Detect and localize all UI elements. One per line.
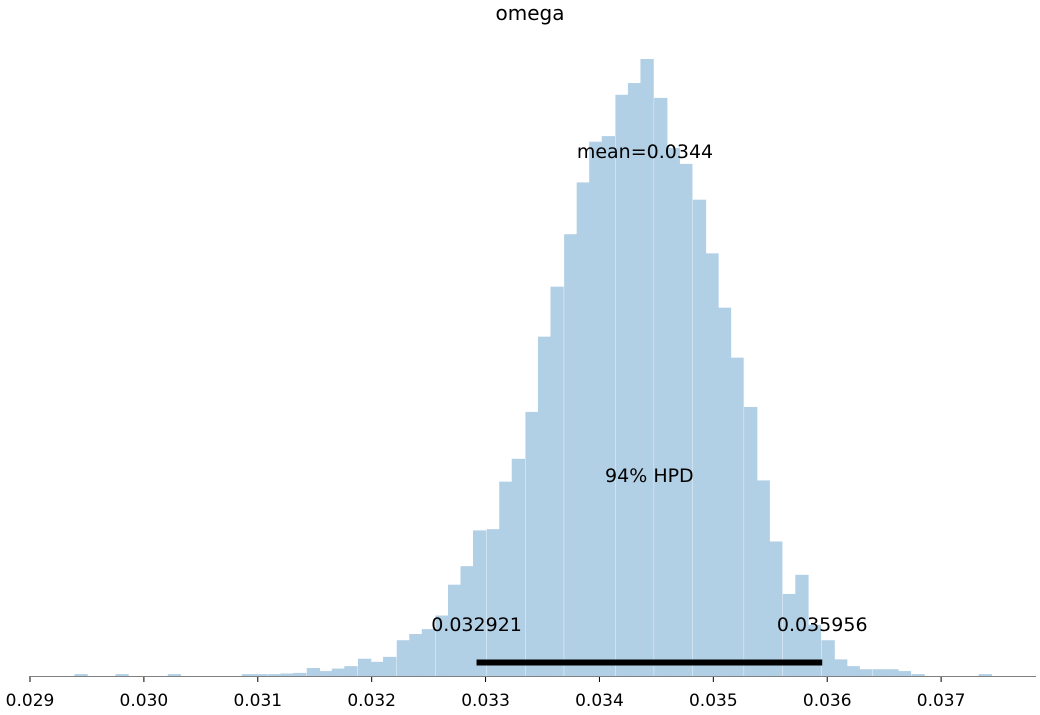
histogram-bar [358, 658, 372, 676]
x-tick-label: 0.030 [120, 691, 169, 711]
histogram-bar [447, 584, 462, 676]
histogram-bar [74, 674, 88, 676]
hpd-high-label: 0.035956 [777, 614, 868, 636]
histogram-bar [601, 136, 615, 677]
histogram-bar [280, 673, 294, 676]
histogram-bar [795, 574, 809, 676]
histogram-bar [409, 634, 423, 676]
histogram-bar [293, 672, 307, 676]
x-tick-label: 0.034 [575, 691, 624, 711]
histogram-bar [821, 640, 835, 676]
x-tick-label: 0.037 [917, 691, 966, 711]
histogram-bar [717, 307, 732, 676]
histogram-bar [473, 530, 487, 676]
histogram-bar [978, 674, 992, 676]
histogram-bar [911, 674, 925, 676]
histogram-bar [654, 97, 668, 677]
hpd-label: 94% HPD [605, 465, 694, 487]
histogram-bar [383, 656, 397, 676]
chart-title: omega [496, 1, 565, 25]
histogram-bar [834, 659, 848, 676]
histogram-bar [627, 83, 642, 676]
histogram-bar [846, 666, 860, 676]
histogram-bar [460, 566, 474, 676]
histogram-bar [268, 674, 282, 676]
histogram-bar [396, 640, 410, 676]
x-tick-label: 0.029 [6, 691, 55, 711]
histogram-bar [885, 669, 899, 676]
histogram-bar [525, 411, 539, 676]
x-tick-label: 0.035 [689, 691, 738, 711]
mean-label: mean=0.0344 [577, 141, 713, 163]
histogram-bar [167, 674, 182, 676]
x-tick-label: 0.036 [803, 691, 852, 711]
x-axis-ticks: 0.029 0.030 0.031 0.032 0.033 0.034 0.035 0.036… [6, 677, 966, 711]
histogram-bar [872, 669, 887, 676]
histogram-bar [615, 94, 629, 677]
histogram-bar [705, 253, 719, 676]
x-tick-label: 0.033 [461, 691, 510, 711]
histogram-bar [640, 59, 654, 676]
x-tick-label: 0.032 [347, 691, 396, 711]
histogram-bar [769, 541, 783, 676]
histogram-bar [564, 234, 578, 677]
histogram-bar [666, 147, 680, 677]
histogram-bar [306, 667, 321, 676]
histogram-bar [730, 357, 744, 676]
histogram-bar [550, 286, 564, 676]
hpd-low-label: 0.032921 [431, 614, 522, 636]
histogram-bar [344, 666, 358, 676]
histogram-bar [499, 481, 513, 676]
histogram-bar [486, 529, 500, 676]
histogram-bar [756, 480, 770, 676]
histogram-bars [74, 59, 992, 677]
histogram-bar [370, 661, 384, 676]
histogram-bar [241, 674, 256, 676]
histogram-bar [589, 141, 603, 676]
histogram-bar [319, 671, 333, 676]
histogram-bar [115, 674, 129, 676]
histogram-bar [692, 199, 707, 676]
histogram-bar [897, 671, 912, 676]
histogram-bar [576, 182, 590, 676]
histogram-bar [435, 615, 449, 676]
histogram-bar [744, 406, 758, 676]
histogram-bar [782, 593, 797, 676]
histogram-bar [859, 669, 873, 676]
histogram-bar [511, 458, 526, 676]
histogram-bar [537, 336, 552, 676]
histogram-bar [421, 629, 436, 676]
histogram-bar [254, 674, 268, 676]
histogram-bar [331, 668, 346, 676]
x-tick-label: 0.031 [233, 691, 282, 711]
histogram-bar [679, 163, 693, 676]
